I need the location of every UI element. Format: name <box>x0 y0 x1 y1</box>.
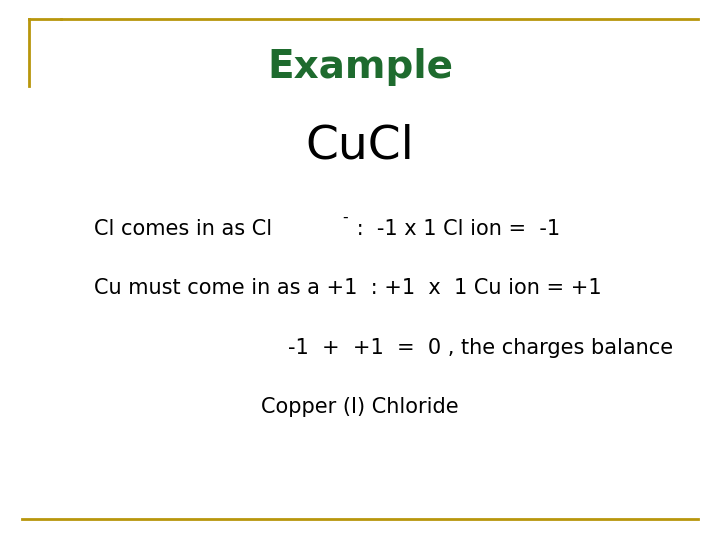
Text: Example: Example <box>267 49 453 86</box>
Text: :  -1 x 1 Cl ion =  -1: : -1 x 1 Cl ion = -1 <box>350 219 560 239</box>
Text: -1  +  +1  =  0 , the charges balance: -1 + +1 = 0 , the charges balance <box>288 338 673 357</box>
Text: Copper (I) Chloride: Copper (I) Chloride <box>261 397 459 417</box>
Text: Cu must come in as a +1  : +1  x  1 Cu ion = +1: Cu must come in as a +1 : +1 x 1 Cu ion … <box>94 278 601 298</box>
Text: CuCl: CuCl <box>305 123 415 168</box>
Text: Cl comes in as Cl: Cl comes in as Cl <box>94 219 271 239</box>
Text: -: - <box>342 210 348 225</box>
